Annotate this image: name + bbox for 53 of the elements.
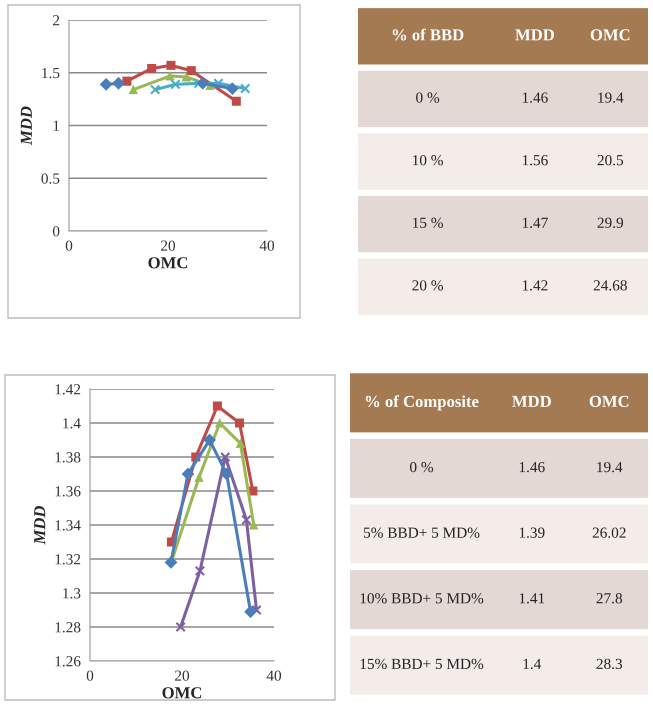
text: 24.68 — [594, 280, 627, 291]
y-tick-label: 1.26 — [56, 656, 81, 667]
text: 15 % — [413, 218, 443, 228]
text: OMC — [590, 396, 628, 407]
y-axis-title: MDD — [34, 506, 46, 545]
text: 1.41 — [520, 593, 544, 604]
text: 20 % — [412, 280, 443, 291]
y-tick-label: 1.3 — [63, 588, 80, 599]
x-axis-title: OMC — [162, 687, 202, 698]
text: 0 % — [416, 92, 440, 103]
text: 26.02 — [592, 528, 626, 538]
text: 28.3 — [596, 658, 622, 670]
text: 29.9 — [598, 218, 624, 228]
text: 1.56 — [522, 155, 548, 166]
y-tick-label: 1 — [54, 120, 60, 131]
y-tick-label: 1.4 — [63, 418, 81, 429]
y-tick-label: 1.5 — [42, 68, 60, 78]
y-tick-label: 1.38 — [56, 452, 80, 463]
x-tick-label: 20 — [175, 670, 190, 681]
text: 1.46 — [522, 92, 548, 103]
text: 20.5 — [598, 155, 624, 166]
text: 19.4 — [598, 92, 624, 103]
text: 5% BBD+ 5 MD% — [364, 528, 480, 538]
text: % of BBD — [392, 28, 464, 41]
x-axis-title: OMC — [148, 257, 188, 268]
y-tick-label: 0 — [52, 226, 60, 236]
text: % of Composite — [366, 395, 478, 410]
text: 1.42 — [522, 280, 548, 291]
text: 1.47 — [522, 218, 548, 228]
text: 1.46 — [520, 462, 545, 472]
y-tick-label: 1.34 — [56, 520, 81, 531]
text: 27.8 — [596, 593, 622, 604]
text: MDD — [515, 29, 554, 40]
text: 10 % — [413, 155, 443, 166]
x-tick-label: 40 — [266, 670, 282, 681]
text: 10% BBD+ 5 MD% — [360, 593, 484, 604]
y-tick-label: 1.36 — [56, 486, 81, 497]
y-tick-label: 0.5 — [41, 173, 60, 184]
y-tick-label: 2 — [53, 15, 60, 26]
y-axis-title: MDD — [20, 106, 32, 146]
text: 1.4 — [524, 658, 542, 670]
text: 15% BBD+ 5 MD% — [360, 658, 484, 670]
x-tick-label: 20 — [161, 240, 176, 251]
text: 1.39 — [520, 528, 545, 538]
text: OMC — [590, 29, 630, 40]
y-tick-label: 1.28 — [56, 622, 80, 633]
text: 0 % — [410, 462, 434, 472]
text: MDD — [512, 396, 551, 407]
y-tick-label: 1.32 — [56, 554, 80, 565]
text: 19.4 — [597, 462, 622, 472]
x-tick-label: 0 — [86, 670, 94, 681]
y-tick-label: 1.42 — [56, 384, 80, 395]
x-tick-label: 40 — [260, 240, 274, 251]
